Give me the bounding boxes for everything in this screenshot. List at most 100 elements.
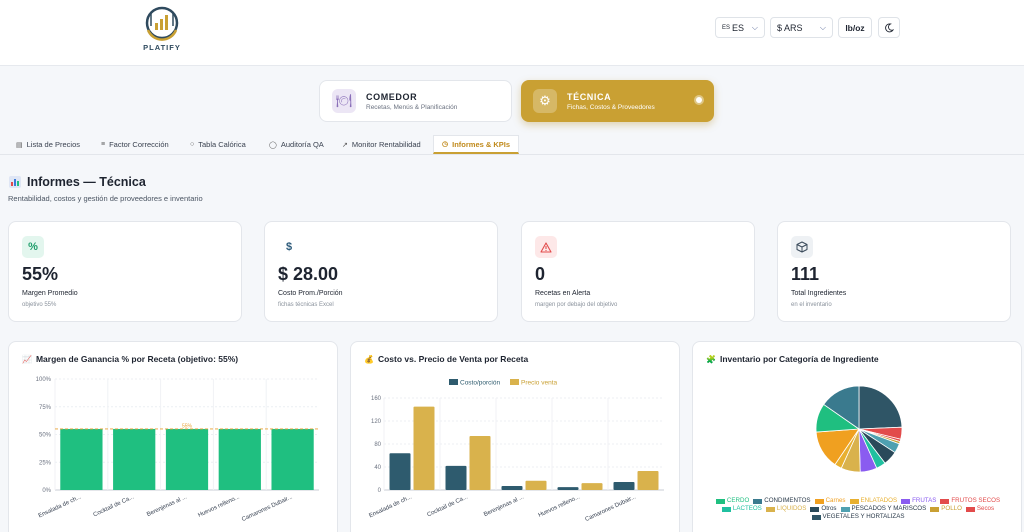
module-title: TÉCNICA: [567, 91, 612, 102]
panel-title: 🧩 Inventario por Categoría de Ingredient…: [706, 354, 879, 364]
x-tick-label: Huevos relleno...: [537, 494, 581, 519]
kpi-subtext: objetivo 55%: [22, 302, 57, 308]
page-subtitle: Rentabilidad, costos y gestión de provee…: [8, 194, 203, 203]
tab-monitor-rentabilidad[interactable]: ↗ Monitor Rentabilidad: [342, 135, 421, 154]
theme-toggle-button[interactable]: [878, 17, 900, 38]
platify-logo[interactable]: PLATIFY: [140, 4, 184, 60]
kpi-subtext: fichas técnicas Excel: [278, 302, 334, 308]
kpi-label: Costo Prom./Porción: [278, 290, 343, 297]
legend-swatch: [715, 498, 725, 504]
jar-icon: 🧩: [706, 354, 716, 364]
cost-bar: [557, 487, 579, 490]
tab-label: Informes & KPIs: [452, 139, 511, 149]
x-tick-label: Ensalada de ch...: [38, 494, 83, 519]
legend-swatch: [811, 514, 821, 520]
logo-mark-icon: [145, 6, 179, 41]
cost-bar: [613, 481, 635, 490]
panel-title-text: Inventario por Categoría de Ingrediente: [719, 354, 879, 364]
shield-icon: ◯: [269, 141, 277, 149]
legend-swatch: [721, 506, 731, 512]
kpi-subtext: margen por debajo del objetivo: [535, 302, 618, 308]
tab-factor-correccion[interactable]: ≡ Factor Corrección: [101, 135, 169, 154]
legend-label: CERDO: [726, 497, 750, 504]
module-subtitle: Recetas, Menús & Planificación: [366, 103, 458, 111]
x-tick-label: Cocktail de Ca...: [426, 494, 469, 518]
panel-title: 💰 Costo vs. Precio de Venta por Receta: [364, 354, 528, 364]
page-title-text: Informes — Técnica: [27, 175, 146, 189]
legend-item: Secos: [965, 505, 994, 513]
legend-item: FRUTAS: [901, 497, 936, 505]
inventory-chart-panel: 🧩 Inventario por Categoría de Ingredient…: [692, 341, 1022, 532]
legend-swatch: [753, 498, 763, 504]
module-subtitle: Fichas, Costos & Proveedores: [567, 103, 655, 111]
tab-tabla-calorica[interactable]: ○ Tabla Calórica: [190, 135, 246, 154]
legend-swatch: [840, 506, 850, 512]
y-tick-label: 80: [374, 442, 381, 448]
legend-swatch: [940, 498, 950, 504]
legend-item: LIQUIDOS: [765, 505, 807, 513]
legend-item: Carnes: [814, 497, 846, 505]
legend-label: CONDIMENTOS: [764, 497, 811, 504]
tab-bar: ▤ Lista de Precios ≡ Factor Corrección ○…: [0, 133, 1024, 155]
legend-swatch: [849, 498, 859, 504]
top-header: PLATIFY ES ES ⌵ $ ARS ⌵ lb/oz: [0, 0, 1024, 66]
kpi-value: 55%: [22, 264, 59, 284]
tab-label: Factor Corrección: [109, 140, 169, 149]
margin-chart-panel: 0% 25% 50% 75% 100% Ensalada de ch... Cocktail…: [8, 341, 338, 532]
tab-lista-precios[interactable]: ▤ Lista de Precios: [16, 135, 80, 154]
units-label: lb/oz: [845, 22, 865, 33]
kpi-card-costo: $ $ 28.00 Costo Prom./Porción fichas téc…: [264, 221, 498, 322]
price-bar: [525, 480, 547, 490]
cost-chart-panel: 0 40 80 120 160 Ensalada de ch... Cocktail de …: [350, 341, 680, 532]
cost-bar: [389, 453, 411, 490]
document-icon: ▤: [16, 141, 23, 149]
moon-icon: [885, 23, 894, 32]
pie-slice: [823, 385, 860, 430]
chevron-down-icon: ⌵: [819, 22, 826, 32]
x-tick-label: Ensalada de ch...: [368, 494, 413, 519]
legend-item: LACTEOS: [721, 505, 762, 513]
legend-label: LIQUIDOS: [776, 505, 807, 512]
legend-item: Otros: [810, 505, 837, 513]
page-title: Informes — Técnica: [9, 175, 146, 189]
kpi-value: 111: [791, 264, 820, 284]
price-bar: [469, 435, 491, 490]
sliders-icon: ≡: [101, 141, 106, 148]
currency-select[interactable]: $ ARS ⌵: [770, 17, 833, 38]
y-tick-label: 75%: [39, 405, 52, 411]
tab-auditoria-qa[interactable]: ◯ Auditoría QA: [269, 135, 324, 154]
dollar-icon: $: [285, 241, 293, 253]
price-bar: [581, 483, 603, 490]
module-comedor[interactable]: 🍽 COMEDOR Recetas, Menús & Planificación: [319, 80, 512, 122]
units-toggle[interactable]: lb/oz: [838, 17, 872, 38]
kpi-subtext: en el inventario: [791, 302, 832, 308]
module-tecnica[interactable]: ⚙ TÉCNICA Fichas, Costos & Proveedores: [521, 80, 714, 122]
kpi-value: $ 28.00: [278, 264, 339, 284]
kpi-value: 0: [535, 264, 546, 284]
language-label: ES: [732, 22, 745, 33]
legend-label: FRUTAS: [912, 497, 937, 504]
kpi-card-ingredientes: 111 Total Ingredientes en el inventario: [777, 221, 1011, 322]
x-tick-label: Camarones Dubair...: [241, 494, 294, 523]
language-select[interactable]: ES ES ⌵: [715, 17, 765, 38]
plate-icon: 🍽: [332, 89, 356, 113]
kpi-label: Total Ingredientes: [791, 290, 847, 297]
margin-bar: [113, 428, 156, 490]
percent-icon: %: [22, 236, 44, 258]
tab-informes-kpis[interactable]: ◷ Informes & KPIs: [433, 135, 520, 154]
bar-chart-icon: [9, 176, 21, 188]
flag-icon: ES: [722, 24, 731, 31]
y-tick-label: 0: [378, 488, 382, 494]
inventory-pie-chart: [815, 385, 903, 473]
price-bar: [637, 471, 659, 490]
currency-label: $ ARS: [777, 22, 803, 33]
tab-label: Monitor Rentabilidad: [351, 140, 421, 149]
x-tick-label: Berenjenas al ...: [146, 494, 188, 518]
y-tick-label: 25%: [39, 460, 52, 466]
cost-bar: [445, 465, 467, 490]
x-tick-label: Huevos relleno...: [197, 494, 241, 519]
pie-legend: CERDO CONDIMENTOS Carnes ENLATADOS FRUTAS FRU…: [693, 497, 1021, 521]
legend-label: PESCADOS Y MARISCOS: [851, 505, 927, 512]
legend-swatch: [510, 379, 519, 385]
margin-bar-chart: 0% 25% 50% 75% 100% Ensalada de ch... Cocktail…: [36, 377, 319, 523]
